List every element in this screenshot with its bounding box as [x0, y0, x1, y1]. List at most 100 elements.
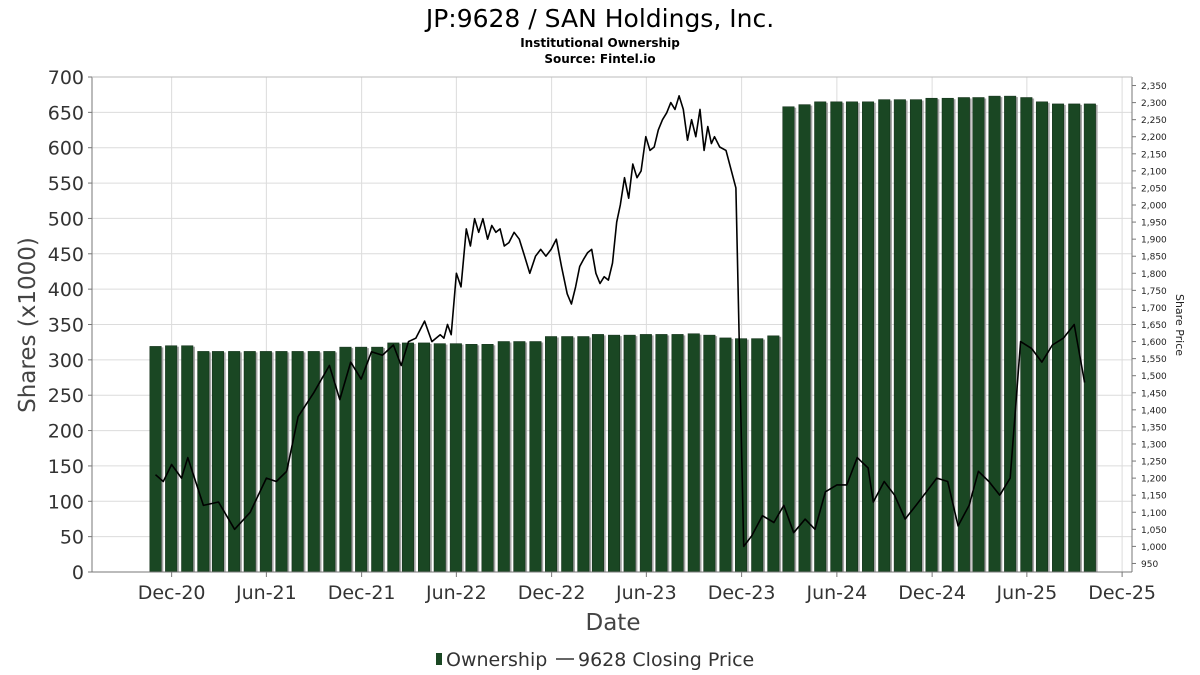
y2-tick-label: 1,600	[1141, 338, 1167, 348]
ownership-bar	[671, 334, 684, 573]
y2-tick-label: 2,350	[1141, 82, 1167, 92]
ownership-bar	[433, 343, 446, 573]
ownership-bar	[545, 336, 558, 573]
bar-series	[149, 95, 1098, 573]
y2-tick-label: 1,150	[1141, 492, 1167, 502]
ownership-bar	[655, 334, 668, 573]
ownership-bar	[1052, 103, 1065, 573]
ownership-bar	[561, 336, 574, 573]
y-axis-left: 0 50 100 150 200 250 300 350 400 450 500 550 600 650 7…	[48, 67, 92, 584]
chart-subtitle: Institutional Ownership	[520, 36, 680, 50]
ownership-bar	[465, 344, 478, 573]
ownership-bar	[371, 346, 384, 573]
y2-tick-label: 1,500	[1141, 372, 1167, 382]
ownership-bar	[243, 351, 256, 573]
y-tick-label: 650	[48, 102, 84, 124]
y-tick-label: 250	[48, 385, 84, 407]
y2-tick-label: 1,950	[1141, 219, 1167, 229]
y-tick-label: 200	[48, 421, 84, 443]
ownership-bar	[1035, 101, 1048, 573]
ownership-bar	[845, 101, 858, 573]
y-tick-label: 600	[48, 138, 84, 160]
y2-tick-label: 1,700	[1141, 304, 1167, 314]
y2-tick-label: 2,200	[1141, 133, 1167, 143]
y2-tick-label: 1,350	[1141, 423, 1167, 433]
ownership-bar	[608, 334, 621, 573]
y2-tick-label: 1,800	[1141, 270, 1167, 280]
y-axis-title: Shares (x1000)	[15, 237, 41, 413]
legend-price-label: 9628 Closing Price	[578, 649, 754, 671]
ownership-bar	[830, 101, 843, 573]
y2-tick-label: 2,250	[1141, 116, 1167, 126]
ownership-bar	[1020, 97, 1033, 573]
ownership-bar	[211, 351, 224, 573]
y-axis-right: 950 1,000 1,050 1,100 1,150 1,200 1,250 1,300 1,…	[1132, 82, 1167, 570]
ownership-bar	[1083, 103, 1096, 573]
y-tick-label: 500	[48, 208, 84, 230]
ownership-bar	[623, 334, 636, 573]
y-tick-label: 400	[48, 279, 84, 301]
y2-tick-label: 2,100	[1141, 167, 1167, 177]
ownership-bar	[972, 97, 985, 573]
x-tick-label: Jun-21	[235, 582, 297, 604]
ownership-bar	[878, 99, 891, 573]
ownership-bar	[591, 334, 604, 573]
ownership-bar	[387, 342, 400, 573]
chart-source: Source: Fintel.io	[544, 52, 655, 66]
y2-tick-label: 2,050	[1141, 184, 1167, 194]
ownership-bar	[275, 351, 288, 573]
ownership-bar	[401, 342, 414, 573]
price-line-series	[154, 95, 1086, 548]
y-tick-label: 50	[60, 527, 84, 549]
y2-tick-label: 2,000	[1141, 202, 1167, 212]
ownership-bar	[639, 334, 652, 573]
y-tick-label: 450	[48, 244, 84, 266]
ownership-bar	[481, 344, 494, 573]
legend-ownership-label: Ownership	[446, 649, 547, 671]
y-tick-label: 700	[48, 67, 84, 89]
x-axis: Dec-20 Jun-21 Dec-21 Jun-22 Dec-22 Jun-23 Dec-…	[138, 572, 1156, 604]
x-tick-label: Dec-21	[328, 582, 396, 604]
y2-tick-label: 1,200	[1141, 475, 1167, 485]
y2-tick-label: 1,850	[1141, 253, 1167, 263]
legend: Ownership 9628 Closing Price	[436, 649, 754, 671]
ownership-bar	[751, 338, 764, 573]
x-axis-title: Date	[586, 610, 641, 636]
y2-tick-label: 1,300	[1141, 440, 1167, 450]
y2-tick-label: 1,400	[1141, 406, 1167, 416]
y-tick-label: 150	[48, 456, 84, 478]
y2-tick-label: 2,300	[1141, 99, 1167, 109]
ownership-bar	[291, 351, 304, 573]
y2-tick-label: 2,150	[1141, 150, 1167, 160]
ownership-bar	[497, 341, 510, 573]
x-tick-label: Jun-23	[615, 582, 677, 604]
x-tick-label: Dec-25	[1088, 582, 1156, 604]
ownership-bar	[529, 341, 542, 573]
ownership-bar	[893, 99, 906, 573]
x-tick-label: Dec-20	[138, 582, 206, 604]
ownership-bar	[577, 336, 590, 573]
ownership-bar	[767, 335, 780, 573]
y2-tick-label: 1,100	[1141, 509, 1167, 519]
y2-tick-label: 1,750	[1141, 287, 1167, 297]
chart-title: JP:9628 / SAN Holdings, Inc.	[424, 4, 774, 33]
x-tick-label: Dec-24	[898, 582, 966, 604]
x-tick-label: Jun-24	[805, 582, 867, 604]
y2-tick-label: 1,250	[1141, 458, 1167, 468]
ownership-bar	[1068, 103, 1081, 573]
y2-tick-label: 1,000	[1141, 543, 1167, 553]
ownership-bar	[323, 351, 336, 573]
x-tick-label: Dec-22	[518, 582, 586, 604]
y2-tick-label: 950	[1141, 560, 1158, 570]
y2-tick-label: 1,650	[1141, 321, 1167, 331]
ownership-bar	[1004, 95, 1017, 573]
y-tick-label: 550	[48, 173, 84, 195]
ownership-bar	[259, 351, 272, 573]
ownership-bar	[513, 341, 526, 573]
ownership-bar	[925, 97, 938, 573]
ownership-bar	[719, 337, 732, 573]
price-line	[154, 95, 1086, 548]
legend-bar-swatch	[436, 653, 442, 665]
ownership-bar	[957, 97, 970, 573]
